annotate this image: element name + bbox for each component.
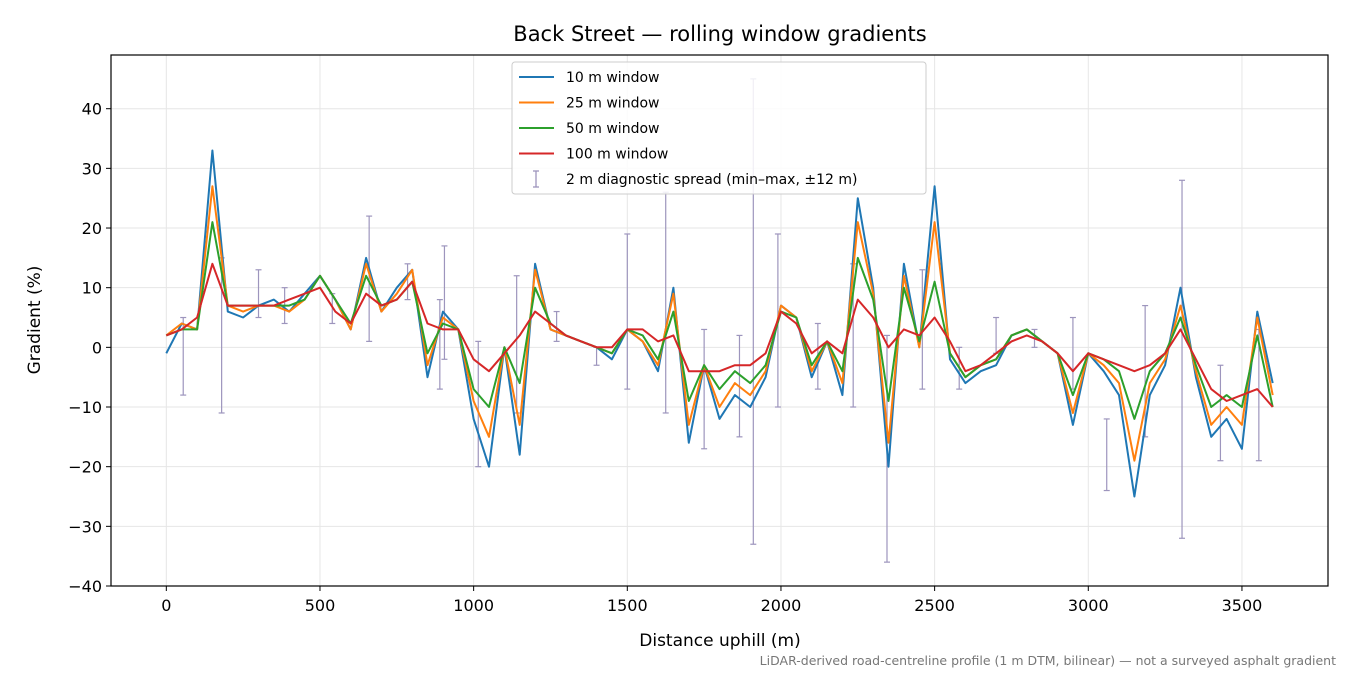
y-tick-label: −10 <box>68 398 102 417</box>
y-tick-label: 10 <box>82 279 102 298</box>
legend-label: 25 m window <box>566 96 659 112</box>
x-tick-label: 2000 <box>761 596 802 615</box>
y-tick-label: 30 <box>82 159 102 178</box>
y-tick-label: 0 <box>92 338 102 357</box>
line-series-group <box>165 149 1274 498</box>
errorbar <box>436 299 443 390</box>
errorbar <box>366 215 373 342</box>
x-tick-label: 3500 <box>1222 596 1263 615</box>
x-tick-label: 0 <box>161 596 171 615</box>
y-axis: −40 −30 −20 −10 0 10 20 30 40 <box>68 100 111 596</box>
x-tick-label: 1000 <box>453 596 494 615</box>
y-tick-label: −30 <box>68 517 102 536</box>
footnote: LiDAR-derived road-centreline profile (1… <box>760 653 1336 668</box>
y-tick-label: 40 <box>82 100 102 119</box>
y-tick-label: 20 <box>82 219 102 238</box>
x-axis: 0 500 1000 1500 2000 2500 3000 3500 <box>161 586 1262 615</box>
x-tick-label: 1500 <box>607 596 648 615</box>
errorbar <box>701 328 708 450</box>
x-tick-label: 2500 <box>914 596 955 615</box>
legend-label: 100 m window <box>566 147 668 163</box>
errorbar <box>1103 418 1110 492</box>
y-axis-label: Gradient (%) <box>25 266 45 375</box>
legend-label: 10 m window <box>566 70 659 86</box>
legend: 10 m window 25 m window 50 m window 100 m w… <box>511 61 927 195</box>
x-tick-label: 500 <box>305 596 336 615</box>
chart-title: Back Street — rolling window gradients <box>513 22 926 46</box>
x-axis-label: Distance uphill (m) <box>639 631 800 651</box>
legend-label: 2 m diagnostic spread (min–max, ±12 m) <box>566 172 857 188</box>
errorbar <box>404 263 411 301</box>
series-line-4 <box>165 262 1274 408</box>
y-tick-label: −40 <box>68 577 102 596</box>
legend-label: 50 m window <box>566 121 659 137</box>
x-tick-label: 3000 <box>1068 596 1109 615</box>
legend-box <box>511 61 927 195</box>
y-tick-label: −20 <box>68 458 102 477</box>
errorbar <box>553 310 560 342</box>
errorbar <box>1179 179 1186 539</box>
plot-frame <box>110 54 1329 587</box>
errorbar <box>180 316 187 396</box>
errorbar <box>624 233 631 390</box>
errorbar <box>255 269 262 319</box>
errorbar <box>441 245 448 360</box>
